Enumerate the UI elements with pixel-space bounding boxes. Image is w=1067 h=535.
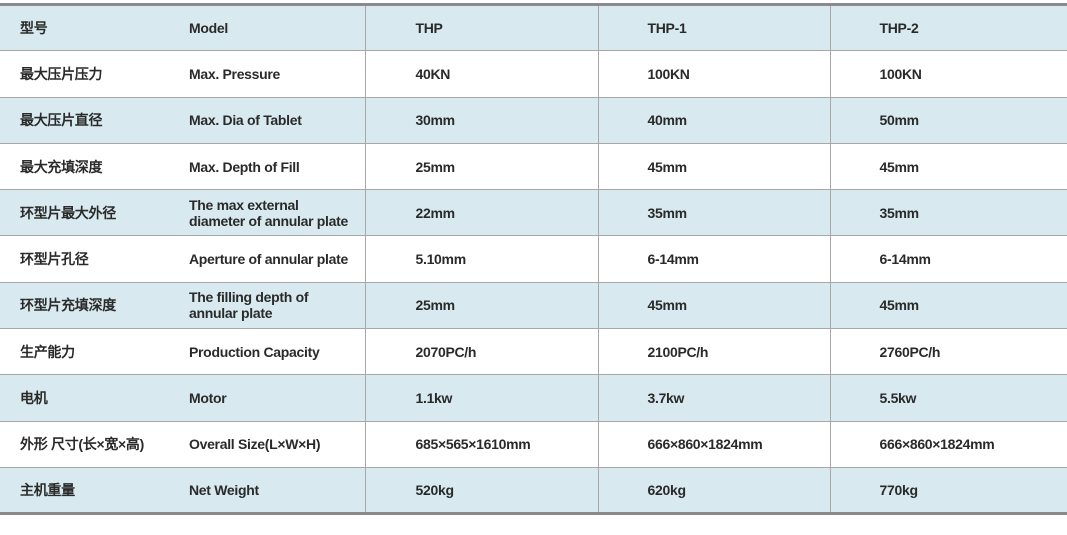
value-thp: THP bbox=[364, 4, 598, 52]
value-thp-1: 35mm bbox=[597, 189, 830, 237]
value-thp-2: 6-14mm bbox=[829, 235, 1067, 283]
value-thp-2: 666×860×1824mm bbox=[829, 421, 1067, 468]
label-zh: 最大充填深度 bbox=[0, 143, 169, 191]
label-en: The max external diameter of annular pla… bbox=[169, 189, 365, 237]
value-thp-1: 100KN bbox=[597, 50, 830, 98]
label-en: Net Weight bbox=[169, 467, 365, 514]
label-en: Motor bbox=[169, 374, 365, 422]
value-thp-2: 770kg bbox=[829, 467, 1067, 514]
value-thp-2: 45mm bbox=[829, 282, 1067, 330]
table-row: 外形 尺寸(长×宽×高) Overall Size(L×W×H) 685×565×1… bbox=[0, 421, 1067, 468]
table-row: 生产能力 Production Capacity 2070PC/h 2100PC/h 2… bbox=[0, 328, 1067, 376]
label-en: Aperture of annular plate bbox=[169, 235, 365, 283]
table-row: 主机重量 Net Weight 520kg 620kg 770kg bbox=[0, 467, 1067, 514]
label-en: Production Capacity bbox=[169, 328, 365, 376]
value-thp-1: 666×860×1824mm bbox=[597, 421, 830, 468]
value-thp-1: THP-1 bbox=[597, 4, 830, 52]
value-thp-2: 50mm bbox=[829, 97, 1067, 144]
value-thp: 5.10mm bbox=[364, 235, 598, 283]
value-thp-2: 100KN bbox=[829, 50, 1067, 98]
value-thp-1: 45mm bbox=[597, 143, 830, 191]
value-thp-2: 35mm bbox=[829, 189, 1067, 237]
label-en: Max. Dia of Tablet bbox=[169, 97, 365, 144]
table-row: 环型片充填深度 The filling depth of annular plat… bbox=[0, 282, 1067, 330]
table-row: 最大压片直径 Max. Dia of Tablet 30mm 40mm 50mm bbox=[0, 97, 1067, 144]
header-row: 型号 Model THP THP-1 THP-2 bbox=[0, 4, 1067, 52]
value-thp-2: 45mm bbox=[829, 143, 1067, 191]
value-thp-1: 6-14mm bbox=[597, 235, 830, 283]
label-zh: 环型片最大外径 bbox=[0, 189, 169, 237]
label-en: The filling depth of annular plate bbox=[169, 282, 365, 330]
value-thp: 685×565×1610mm bbox=[364, 421, 598, 468]
label-zh: 环型片充填深度 bbox=[0, 282, 169, 330]
value-thp-1: 45mm bbox=[597, 282, 830, 330]
label-zh: 主机重量 bbox=[0, 467, 169, 514]
label-zh: 最大压片压力 bbox=[0, 50, 169, 98]
table-row: 环型片孔径 Aperture of annular plate 5.10mm 6-14… bbox=[0, 235, 1067, 283]
value-thp-1: 620kg bbox=[597, 467, 830, 514]
value-thp: 2070PC/h bbox=[364, 328, 598, 376]
label-en: Overall Size(L×W×H) bbox=[169, 421, 365, 468]
label-zh: 电机 bbox=[0, 374, 169, 422]
value-thp: 1.1kw bbox=[364, 374, 598, 422]
table-row: 最大充填深度 Max. Depth of Fill 25mm 45mm 45mm bbox=[0, 143, 1067, 191]
value-thp-1: 40mm bbox=[597, 97, 830, 144]
table-row: 最大压片压力 Max. Pressure 40KN 100KN 100KN bbox=[0, 50, 1067, 98]
value-thp-1: 2100PC/h bbox=[597, 328, 830, 376]
label-zh: 生产能力 bbox=[0, 328, 169, 376]
value-thp: 30mm bbox=[364, 97, 598, 144]
value-thp: 25mm bbox=[364, 282, 598, 330]
label-en: Max. Depth of Fill bbox=[169, 143, 365, 191]
label-zh: 环型片孔径 bbox=[0, 235, 169, 283]
spec-table: 型号 Model THP THP-1 THP-2 最大压片压力 Max. Pressure 4… bbox=[0, 3, 1067, 516]
label-zh: 外形 尺寸(长×宽×高) bbox=[0, 421, 169, 468]
label-zh: 最大压片直径 bbox=[0, 97, 169, 144]
value-thp-2: 5.5kw bbox=[829, 374, 1067, 422]
value-thp: 520kg bbox=[364, 467, 598, 514]
value-thp-2: THP-2 bbox=[829, 4, 1067, 52]
label-zh: 型号 bbox=[0, 4, 169, 52]
value-thp: 25mm bbox=[364, 143, 598, 191]
table-row: 环型片最大外径 The max external diameter of annu… bbox=[0, 189, 1067, 237]
value-thp-1: 3.7kw bbox=[597, 374, 830, 422]
label-en: Model bbox=[169, 4, 365, 52]
label-en: Max. Pressure bbox=[169, 50, 365, 98]
value-thp: 22mm bbox=[364, 189, 598, 237]
table-row: 电机 Motor 1.1kw 3.7kw 5.5kw bbox=[0, 374, 1067, 422]
value-thp-2: 2760PC/h bbox=[829, 328, 1067, 376]
value-thp: 40KN bbox=[364, 50, 598, 98]
